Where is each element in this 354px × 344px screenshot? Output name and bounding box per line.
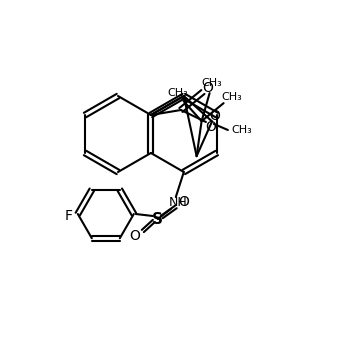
Text: CH₃: CH₃ — [167, 88, 188, 98]
Text: O: O — [178, 195, 189, 209]
Text: O: O — [210, 109, 221, 123]
Text: O: O — [205, 120, 216, 134]
Text: F: F — [65, 209, 73, 223]
Text: NH: NH — [169, 195, 187, 208]
Text: O: O — [202, 81, 213, 95]
Text: S: S — [152, 212, 163, 226]
Text: O: O — [129, 229, 140, 243]
Text: CH₃: CH₃ — [232, 125, 252, 135]
Text: CH₃: CH₃ — [221, 92, 242, 102]
Text: CH₃: CH₃ — [201, 78, 222, 88]
